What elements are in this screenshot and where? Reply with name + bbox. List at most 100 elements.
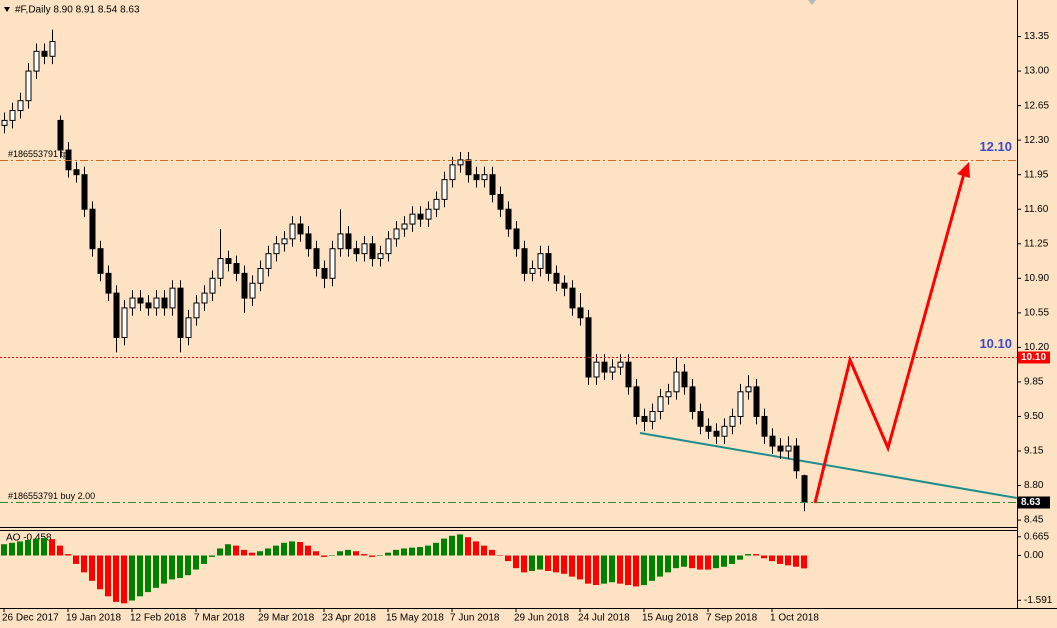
- candle-body: [225, 258, 232, 265]
- y-tick-label: 13.35: [1024, 31, 1049, 42]
- candle-body: [97, 248, 104, 274]
- ao-bar: [673, 555, 679, 569]
- ao-bar: [9, 542, 15, 556]
- candle-body: [761, 415, 768, 437]
- candle-body: [313, 248, 320, 269]
- candle-body: [649, 411, 656, 422]
- ao-bar: [793, 555, 799, 567]
- ao-bar: [97, 555, 103, 590]
- trend-line: [639, 432, 1018, 499]
- level-annotation: 12.10: [979, 139, 1012, 154]
- y-tick-label: 8.45: [1024, 515, 1044, 526]
- candle-body: [673, 371, 680, 393]
- x-tick-label: 7 Mar 2018: [194, 613, 245, 624]
- ao-bar: [745, 554, 751, 556]
- y-tick-label: 13.00: [1024, 66, 1049, 77]
- y-tick-label: 11.25: [1024, 238, 1049, 249]
- ao-bar: [393, 549, 399, 556]
- forecast-path: [813, 169, 967, 504]
- ao-bar: [361, 554, 367, 556]
- ao-bar: [617, 555, 623, 584]
- x-tick-label: 1 Oct 2018: [770, 613, 819, 624]
- candle-body: [9, 110, 16, 121]
- ao-bar: [225, 544, 231, 556]
- forecast-arrowhead: [957, 162, 970, 178]
- ao-bar: [777, 555, 783, 564]
- ao-bar: [49, 539, 55, 556]
- ao-bar: [161, 555, 167, 584]
- ao-bar: [465, 537, 471, 556]
- ao-bar: [625, 555, 631, 586]
- ao-bar: [689, 555, 695, 569]
- ao-bar: [177, 555, 183, 579]
- candle-body: [353, 248, 360, 255]
- ao-bar: [785, 555, 791, 566]
- candle-body: [249, 282, 256, 299]
- y-tick-label: 9.85: [1024, 377, 1044, 388]
- candle-body: [537, 253, 544, 269]
- candle-body: [657, 396, 664, 413]
- ao-bar: [137, 555, 143, 597]
- ao-bar: [729, 555, 735, 564]
- ao-bar: [401, 548, 407, 556]
- candle-body: [633, 386, 640, 417]
- x-tick-label: 29 Mar 2018: [258, 613, 315, 624]
- candle-body: [457, 159, 464, 166]
- ao-bar: [25, 540, 31, 556]
- ao-bar: [569, 555, 575, 577]
- ao-bar: [81, 555, 87, 573]
- x-tick-label: 7 Sep 2018: [706, 613, 758, 624]
- ao-bar: [257, 551, 263, 556]
- candle-body: [553, 272, 560, 284]
- candle-body: [785, 445, 792, 452]
- menu-arrow[interactable]: [4, 7, 10, 12]
- candle-body: [361, 243, 368, 255]
- candle-body: [73, 169, 80, 176]
- candle-body: [337, 233, 344, 250]
- candle-body: [89, 208, 96, 250]
- candle-body: [593, 361, 600, 378]
- candle-body: [521, 248, 528, 274]
- candle-body: [129, 297, 136, 309]
- x-tick-label: 15 Aug 2018: [642, 613, 699, 624]
- y-tick-label: 10.55: [1024, 307, 1049, 318]
- ao-bar: [153, 555, 159, 588]
- x-tick-label: 23 Apr 2018: [322, 613, 376, 624]
- x-tick-label: 24 Jul 2018: [578, 613, 630, 624]
- candle-body: [601, 361, 608, 373]
- ao-bar: [345, 549, 351, 556]
- ao-bar: [409, 547, 415, 556]
- candle-body: [801, 475, 808, 503]
- candle-body: [217, 258, 224, 279]
- candle-body: [393, 228, 400, 240]
- candle-body: [793, 445, 800, 472]
- ao-bar: [417, 547, 423, 556]
- ao-bar: [321, 555, 327, 557]
- ao-bar: [425, 545, 431, 556]
- candle-body: [265, 253, 272, 269]
- candle-body: [409, 213, 416, 225]
- ao-bar: [513, 555, 519, 569]
- ao-bar: [265, 548, 271, 556]
- candle-body: [305, 233, 312, 250]
- ao-bar: [129, 555, 135, 601]
- candle-body: [1, 119, 8, 126]
- ao-bar: [289, 541, 295, 556]
- candle-body: [569, 287, 576, 309]
- ao-bar: [33, 538, 39, 556]
- indicator-title: AO -0.458: [6, 533, 52, 544]
- candle-body: [449, 164, 456, 181]
- candle-body: [529, 267, 536, 274]
- candle-body: [585, 317, 592, 378]
- candle-body: [49, 40, 56, 57]
- chart-header: #F,Daily 8.90 8.91 8.54 8.63: [15, 5, 140, 16]
- candle-body: [737, 391, 744, 417]
- candle-body: [145, 302, 152, 309]
- ao-bar: [297, 541, 303, 556]
- level-annotation: 10.10: [979, 336, 1012, 351]
- ao-bar: [385, 552, 391, 556]
- indicator-y-tick-label: -1.591: [1024, 595, 1053, 606]
- candle-body: [609, 366, 616, 373]
- ao-bar: [457, 534, 463, 556]
- ao-bar: [1, 544, 7, 556]
